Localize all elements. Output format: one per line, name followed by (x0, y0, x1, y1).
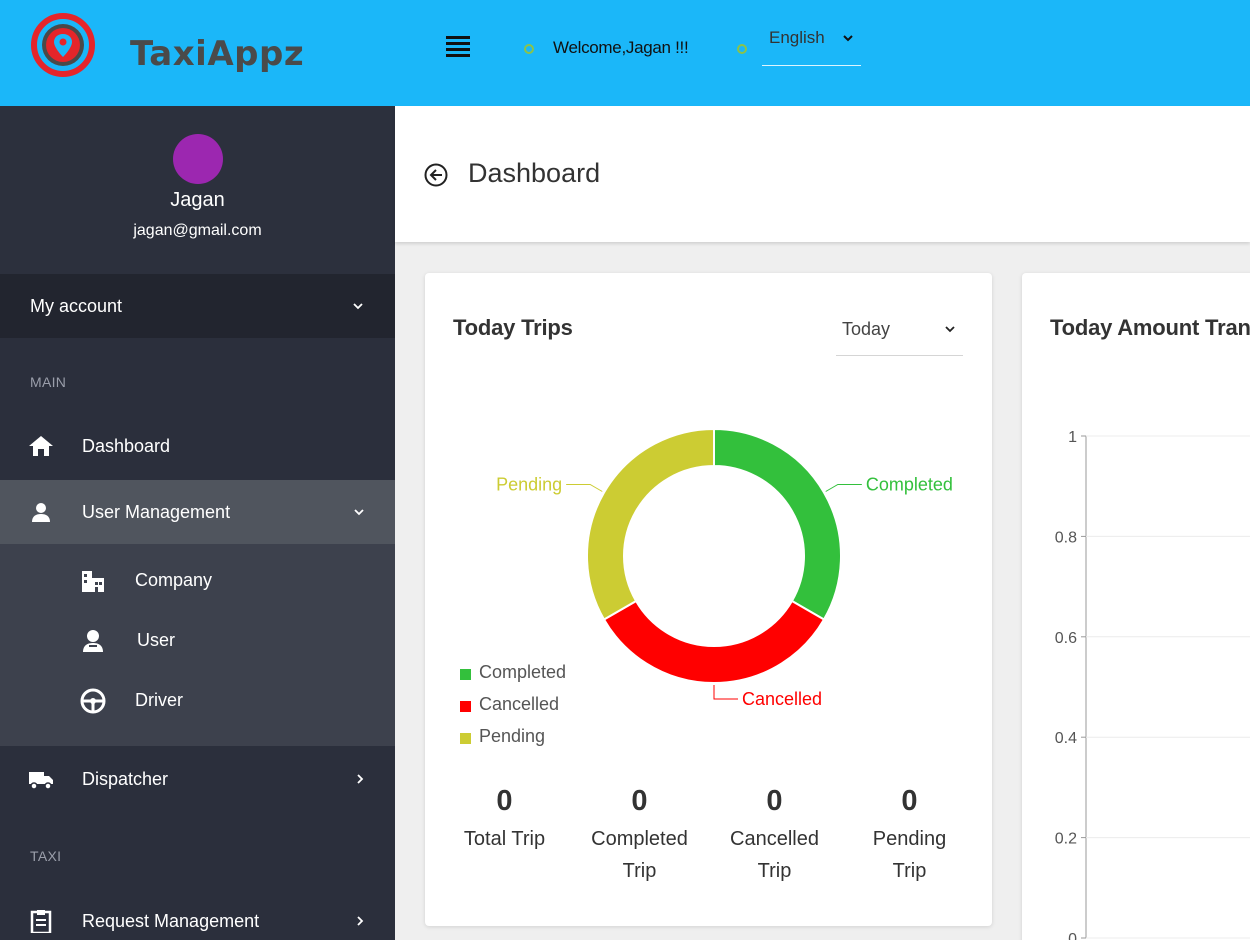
status-dot-icon (737, 44, 747, 54)
sidebar-item-user[interactable]: User (0, 614, 395, 670)
user-group-icon (83, 630, 103, 652)
truck-icon (29, 772, 53, 790)
section-label-main: MAIN (30, 374, 67, 390)
chevron-down-icon (353, 303, 363, 310)
stat-value: 0 (496, 785, 513, 817)
slice-pending[interactable] (586, 427, 715, 621)
trip-stats: 0 Total Trip 0 Completed Trip 0 Cancelle… (437, 785, 977, 895)
sidebar-item-dispatcher[interactable]: Dispatcher (0, 747, 395, 811)
steering-wheel-icon (80, 688, 106, 714)
stat-pending-trip: 0 Pending Trip (842, 785, 977, 887)
chevron-right-icon (357, 774, 364, 784)
sidebar-item-user-management[interactable]: User Management (0, 480, 395, 544)
sidebar-item-driver[interactable]: Driver (0, 674, 395, 730)
user-icon (32, 503, 50, 522)
legend-swatch (460, 733, 471, 744)
my-account-label: My account (30, 296, 123, 316)
y-tick-label: 1 (1068, 429, 1077, 446)
legend-label: Pending (479, 726, 546, 746)
section-label-taxi: TAXI (30, 848, 62, 864)
sidebar-item-label: User Management (82, 502, 231, 522)
sidebar-item-label: Dashboard (82, 436, 171, 456)
stat-label: Completed (591, 828, 688, 850)
page-title: Dashboard (468, 158, 601, 188)
clipboard-icon (30, 910, 52, 933)
slice-label: Pending (496, 475, 562, 495)
legend-label: Cancelled (479, 694, 560, 714)
stat-value: 0 (901, 785, 918, 817)
logo-mark-icon (31, 13, 95, 77)
y-tick-label: 0 (1068, 931, 1077, 940)
sidebar: Jagan jagan@gmail.com My account MAIN Da… (0, 106, 395, 940)
stat-label: Pending (872, 828, 947, 850)
card-title: Today Amount Tran (1050, 315, 1250, 340)
chevron-down-icon (354, 509, 364, 516)
stat-label: Trip (757, 860, 792, 882)
profile-email: jagan@gmail.com (133, 222, 262, 239)
slice-completed[interactable] (713, 427, 842, 621)
chevron-down-icon (945, 326, 955, 333)
sidebar-item-dashboard[interactable]: Dashboard (0, 414, 395, 478)
user-profile: Jagan jagan@gmail.com (0, 106, 395, 274)
my-account-toggle[interactable]: My account (0, 274, 395, 338)
amount-bar-chart: 0 0.2 0.4 0.6 0.8 1 (1055, 429, 1250, 940)
welcome-message: Welcome,Jagan !!! (553, 38, 689, 57)
period-select[interactable]: Today (836, 313, 963, 356)
stat-value: 0 (766, 785, 783, 817)
slice-label: Cancelled (742, 689, 822, 709)
app-logo[interactable]: TaxiAppz (30, 12, 304, 78)
status-dot-icon (524, 44, 534, 54)
stat-label: Cancelled (730, 828, 819, 850)
slice-leader-line (566, 484, 603, 492)
sidebar-item-label: Request Management (82, 911, 260, 931)
stat-total-trip: 0 Total Trip (437, 785, 572, 855)
avatar[interactable] (173, 134, 223, 184)
user-management-submenu: Company User Driver (0, 544, 395, 746)
sidebar-item-company[interactable]: Company (0, 554, 395, 610)
legend-label: Completed (479, 662, 567, 682)
language-value: English (769, 28, 825, 47)
sidebar-item-label: Company (135, 570, 213, 590)
chevron-down-icon (843, 35, 853, 42)
today-trips-card: Today Trips Today Completed Cancelled Pend… (425, 273, 992, 926)
trips-donut-chart: Completed Cancelled Pending (496, 427, 953, 709)
language-select[interactable]: English (762, 26, 861, 66)
stat-value: 0 (631, 785, 648, 817)
profile-name: Jagan (170, 189, 225, 211)
stat-label: Total Trip (463, 828, 546, 850)
stat-completed-trip: 0 Completed Trip (572, 785, 707, 887)
sidebar-item-label: Dispatcher (82, 769, 169, 789)
sidebar-item-request-management[interactable]: Request Management (0, 889, 395, 940)
slice-leader-line (825, 484, 862, 492)
slice-leader-line (713, 685, 738, 700)
sidebar-item-label: Driver (135, 690, 183, 710)
slice-label: Completed (866, 475, 953, 495)
legend-swatch (460, 701, 471, 712)
back-arrow-icon[interactable] (423, 162, 449, 188)
sidebar-item-label: User (137, 630, 176, 650)
slice-cancelled[interactable] (602, 599, 826, 684)
y-tick-label: 0.8 (1055, 529, 1077, 546)
building-icon (82, 571, 104, 592)
period-value: Today (842, 319, 891, 339)
top-header: TaxiAppz Welcome,Jagan !!! English (0, 0, 1250, 106)
stat-cancelled-trip: 0 Cancelled Trip (707, 785, 842, 887)
y-tick-label: 0.6 (1055, 630, 1077, 647)
stat-label: Trip (892, 860, 927, 882)
stat-label: Trip (622, 860, 657, 882)
card-title: Today Trips (453, 315, 573, 340)
chevron-right-icon (357, 916, 364, 926)
app-name: TaxiAppz (130, 34, 305, 74)
page-header: Dashboard (395, 106, 1250, 242)
hamburger-icon[interactable] (446, 36, 470, 58)
y-tick-label: 0.2 (1055, 831, 1077, 848)
home-icon (29, 436, 53, 456)
legend-swatch (460, 669, 471, 680)
today-amount-card: Today Amount Tran 0 0.2 0.4 0.6 0.8 1 (1022, 273, 1250, 940)
y-tick-label: 0.4 (1055, 730, 1077, 747)
